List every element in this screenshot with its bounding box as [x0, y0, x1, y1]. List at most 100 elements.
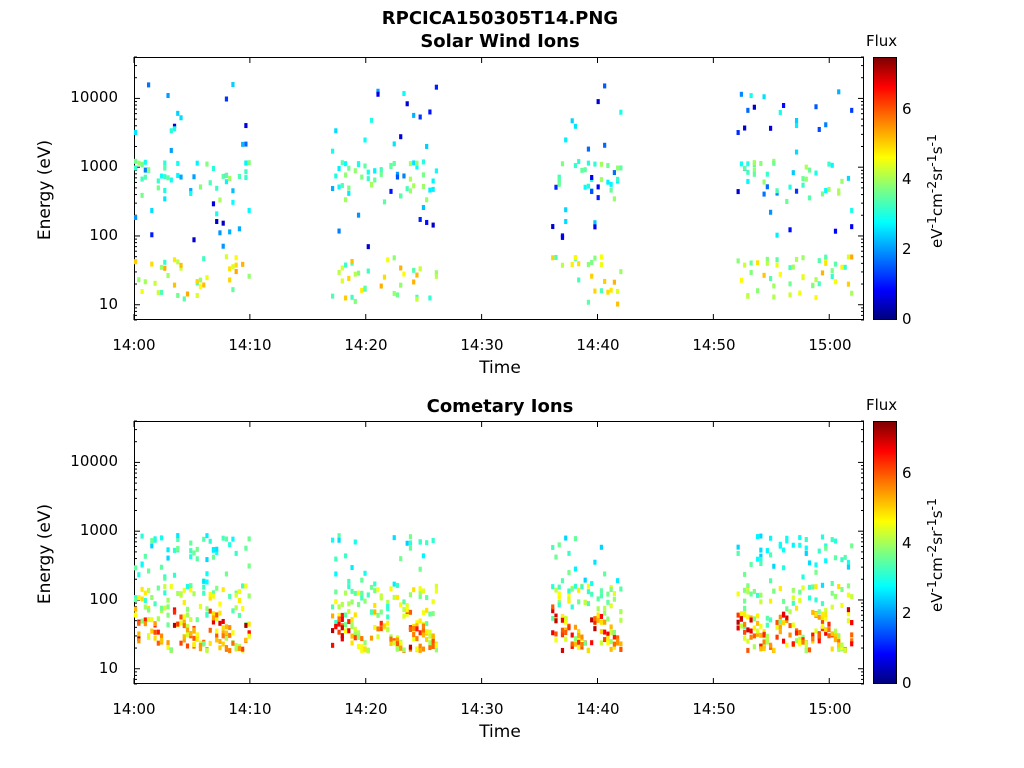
heatmap-cell — [840, 587, 844, 593]
heatmap-cell — [596, 195, 600, 201]
heatmap-cell — [182, 296, 186, 302]
heatmap-cell — [150, 543, 154, 549]
heatmap-cell — [244, 622, 248, 628]
heatmap-cell — [408, 176, 413, 182]
heatmap-cell — [224, 571, 229, 577]
heatmap-cell — [746, 169, 750, 175]
heatmap-cell — [746, 178, 750, 184]
heatmap-cell — [785, 198, 789, 204]
heatmap-cell — [833, 555, 838, 561]
heatmap-cell — [560, 617, 565, 623]
heatmap-cell — [224, 624, 229, 630]
heatmap-cell — [143, 590, 147, 596]
heatmap-cell — [350, 599, 354, 605]
heatmap-cell — [846, 583, 851, 589]
heatmap-cell — [234, 645, 238, 651]
heatmap-cell — [418, 266, 422, 272]
heatmap-cell — [405, 540, 409, 546]
heatmap-cell — [205, 533, 209, 539]
heatmap-cell — [807, 647, 812, 653]
heatmap-cell — [379, 593, 383, 599]
heatmap-cell — [593, 288, 597, 294]
heatmap-cell — [837, 642, 841, 648]
heatmap-cell — [418, 586, 422, 592]
heatmap-cell — [804, 176, 808, 182]
heatmap-cell — [593, 161, 597, 167]
heatmap-cell — [159, 264, 164, 270]
heatmap-cell — [395, 174, 400, 180]
heatmap-cell — [347, 609, 351, 615]
heatmap-cell — [330, 537, 335, 543]
heatmap-cell — [163, 196, 167, 202]
heatmap-cell — [334, 620, 338, 626]
heatmap-cell — [221, 243, 225, 249]
panel1-xtick-label: 14:20 — [344, 336, 388, 354]
heatmap-cell — [616, 635, 620, 641]
heatmap-cell — [334, 589, 338, 595]
heatmap-cell — [804, 643, 808, 649]
heatmap-cell — [564, 137, 568, 143]
heatmap-cell — [192, 635, 196, 641]
heatmap-cell — [182, 634, 186, 640]
heatmap-cell — [425, 143, 429, 149]
heatmap-cell — [798, 535, 802, 541]
heatmap-cell — [775, 262, 779, 268]
heatmap-cell — [606, 631, 610, 637]
heatmap-cell — [153, 537, 157, 543]
heatmap-cell — [820, 615, 825, 621]
heatmap-cell — [746, 627, 750, 633]
heatmap-cell — [237, 589, 242, 595]
heatmap-cell — [775, 188, 779, 194]
heatmap-cell — [759, 161, 763, 167]
heatmap-cell — [163, 575, 167, 581]
heatmap-cell — [788, 292, 792, 298]
heatmap-cell — [143, 604, 147, 610]
heatmap-cell — [577, 628, 581, 634]
heatmap-cell — [150, 628, 154, 634]
heatmap-cell — [570, 118, 574, 124]
heatmap-cell — [599, 619, 604, 625]
heatmap-cell — [231, 608, 235, 614]
heatmap-cell — [746, 647, 750, 653]
heatmap-cell — [590, 640, 594, 646]
heatmap-cell — [185, 583, 190, 589]
heatmap-cell — [421, 205, 426, 211]
heatmap-cell — [176, 259, 180, 265]
heatmap-cell — [389, 188, 393, 194]
heatmap-cell — [434, 168, 439, 174]
heatmap-cell — [205, 579, 209, 585]
heatmap-cell — [573, 163, 578, 169]
heatmap-cell — [247, 621, 251, 627]
heatmap-cell — [360, 636, 364, 642]
heatmap-cell — [762, 642, 766, 648]
heatmap-cell — [231, 640, 235, 646]
heatmap-cell — [762, 645, 766, 651]
heatmap-cell — [337, 165, 341, 171]
heatmap-cell — [166, 640, 170, 646]
heatmap-cell — [360, 590, 364, 596]
heatmap-cell — [176, 536, 180, 542]
heatmap-cell — [421, 553, 426, 559]
heatmap-cell — [603, 142, 607, 148]
heatmap-cell — [743, 609, 747, 615]
heatmap-cell — [743, 262, 747, 268]
heatmap-cell — [402, 607, 406, 613]
heatmap-cell — [208, 608, 212, 614]
heatmap-cell — [612, 591, 616, 597]
heatmap-cell — [353, 539, 357, 545]
heatmap-cell — [785, 615, 789, 621]
heatmap-cell — [415, 164, 419, 170]
heatmap-cell — [182, 637, 186, 643]
heatmap-cell — [234, 642, 238, 648]
heatmap-cell — [743, 612, 747, 618]
heatmap-cell — [415, 620, 419, 626]
heatmap-cell — [195, 556, 199, 562]
heatmap-cell — [736, 591, 740, 597]
heatmap-cell — [798, 636, 802, 642]
heatmap-cell — [382, 199, 387, 205]
panel2-xtick-label: 14:10 — [228, 700, 272, 718]
panel1-colorbar-tick: 6 — [902, 100, 912, 118]
heatmap-cell — [762, 632, 766, 638]
heatmap-cell — [583, 577, 587, 583]
heatmap-cell — [353, 612, 357, 618]
